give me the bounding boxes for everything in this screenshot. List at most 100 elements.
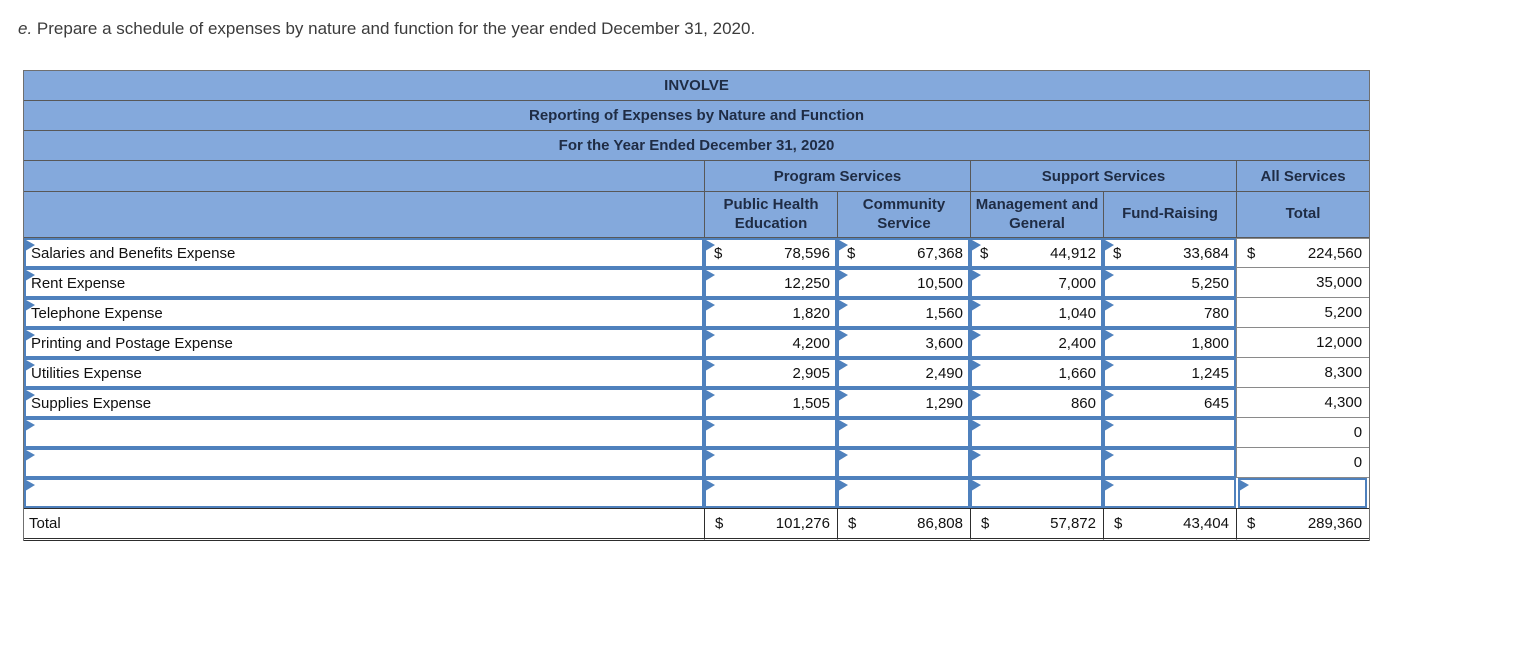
- amount-input-cell[interactable]: [837, 448, 970, 478]
- cell-flag-icon: [1105, 300, 1114, 311]
- cell-flag-icon: [972, 300, 981, 311]
- expense-name-cell[interactable]: Supplies Expense: [24, 388, 704, 418]
- amount-input-cell[interactable]: [1103, 448, 1236, 478]
- amount-input-cell[interactable]: [704, 418, 837, 448]
- column-header-row: Public Health Education Community Servic…: [24, 192, 1370, 238]
- amount-input-cell[interactable]: [837, 418, 970, 448]
- amount-input-cell[interactable]: 3,600: [837, 328, 970, 358]
- amount-value: 1,290: [925, 394, 963, 412]
- amount-input-cell[interactable]: [704, 448, 837, 478]
- amount-input-cell[interactable]: 1,820: [704, 298, 837, 328]
- amount-input-cell[interactable]: 4,200: [704, 328, 837, 358]
- amount-input-cell[interactable]: [704, 478, 837, 508]
- amount-input-cell[interactable]: 5,250: [1103, 268, 1236, 298]
- cell-flag-icon: [839, 450, 848, 461]
- dollar-sign: $: [1247, 244, 1256, 262]
- dollar-sign: $: [1247, 515, 1256, 532]
- period-row: For the Year Ended December 31, 2020: [24, 131, 1370, 161]
- cell-flag-icon: [972, 240, 981, 251]
- amount-input-cell[interactable]: 2,490: [837, 358, 970, 388]
- table-row: Telephone Expense 1,820 1,560 1,040 780 5,200: [24, 298, 1370, 328]
- amount-input-cell[interactable]: $33,684: [1103, 238, 1236, 268]
- amount-input-cell[interactable]: 1,660: [970, 358, 1103, 388]
- total-amount-cell: $101,276: [704, 508, 837, 541]
- computed-total-cell: 0: [1236, 418, 1370, 448]
- amount-value: 1,660: [1058, 364, 1096, 382]
- expense-name-cell[interactable]: [24, 418, 704, 448]
- cell-flag-icon: [839, 390, 848, 401]
- amount-input-cell[interactable]: [837, 478, 970, 508]
- total-input-cell[interactable]: [1238, 478, 1368, 508]
- cell-flag-icon: [839, 360, 848, 371]
- amount-input-cell[interactable]: 7,000: [970, 268, 1103, 298]
- table-row: Rent Expense 12,250 10,500 7,000 5,250 35,000: [24, 268, 1370, 298]
- amount-input-cell[interactable]: 1,505: [704, 388, 837, 418]
- amount-input-cell[interactable]: $44,912: [970, 238, 1103, 268]
- amount-input-cell[interactable]: 2,400: [970, 328, 1103, 358]
- dollar-sign: $: [1114, 515, 1123, 532]
- computed-total-cell: 4,300: [1236, 388, 1370, 418]
- expense-name-cell[interactable]: [24, 448, 704, 478]
- expense-name-cell[interactable]: Rent Expense: [24, 268, 704, 298]
- cell-flag-icon: [706, 420, 715, 431]
- amount-value: 8,300: [1324, 364, 1363, 381]
- table-row: 0: [24, 418, 1370, 448]
- table-row: Printing and Postage Expense 4,200 3,600 2,…: [24, 328, 1370, 358]
- cell-flag-icon: [1240, 480, 1249, 491]
- amount-input-cell[interactable]: 780: [1103, 298, 1236, 328]
- amount-value: 1,800: [1191, 334, 1229, 352]
- cell-flag-icon: [26, 270, 35, 281]
- corner-cell: [24, 192, 704, 238]
- amount-input-cell[interactable]: 860: [970, 388, 1103, 418]
- total-amount-cell: $57,872: [970, 508, 1103, 541]
- instruction-letter: e.: [18, 19, 33, 38]
- expense-name-cell[interactable]: Salaries and Benefits Expense: [24, 238, 704, 268]
- org-name: INVOLVE: [24, 71, 1370, 101]
- cell-flag-icon: [1105, 330, 1114, 341]
- amount-input-cell[interactable]: $78,596: [704, 238, 837, 268]
- expense-name-cell[interactable]: Printing and Postage Expense: [24, 328, 704, 358]
- cell-flag-icon: [706, 330, 715, 341]
- amount-input-cell[interactable]: $67,368: [837, 238, 970, 268]
- amount-input-cell[interactable]: [970, 478, 1103, 508]
- computed-total-cell: 0: [1236, 448, 1370, 478]
- cell-flag-icon: [839, 240, 848, 251]
- expense-name-cell[interactable]: [24, 478, 704, 508]
- col-fund-raising: Fund-Raising: [1103, 192, 1236, 238]
- cell-flag-icon: [26, 450, 35, 461]
- group-support-services: Support Services: [970, 161, 1236, 192]
- amount-input-cell[interactable]: [1103, 478, 1236, 508]
- amount-value: 3,600: [925, 334, 963, 352]
- expense-name-label: Rent Expense: [31, 274, 126, 292]
- expense-name-cell[interactable]: Utilities Expense: [24, 358, 704, 388]
- total-label: Total: [29, 515, 61, 532]
- computed-total-cell: $224,560: [1236, 238, 1370, 268]
- expense-name-cell[interactable]: Telephone Expense: [24, 298, 704, 328]
- amount-input-cell[interactable]: 2,905: [704, 358, 837, 388]
- amount-input-cell[interactable]: 12,250: [704, 268, 837, 298]
- amount-input-cell[interactable]: 1,800: [1103, 328, 1236, 358]
- amount-value: 12,000: [1316, 334, 1363, 351]
- amount-value: 7,000: [1058, 274, 1096, 292]
- amount-value: 2,490: [925, 364, 963, 382]
- amount-input-cell[interactable]: [970, 418, 1103, 448]
- title-row: INVOLVE: [24, 71, 1370, 101]
- amount-input-cell[interactable]: 1,040: [970, 298, 1103, 328]
- amount-input-cell[interactable]: 1,290: [837, 388, 970, 418]
- amount-input-cell[interactable]: 10,500: [837, 268, 970, 298]
- amount-input-cell[interactable]: 1,245: [1103, 358, 1236, 388]
- cell-flag-icon: [706, 360, 715, 371]
- dollar-sign: $: [981, 515, 990, 532]
- amount-value: 44,912: [1050, 244, 1096, 262]
- total-label-cell: Total: [24, 508, 704, 541]
- amount-input-cell[interactable]: 645: [1103, 388, 1236, 418]
- amount-input-cell[interactable]: [1103, 418, 1236, 448]
- cell-flag-icon: [972, 420, 981, 431]
- table-row: 0: [24, 448, 1370, 478]
- col-management-and-general: Management and General: [970, 192, 1103, 238]
- cell-flag-icon: [839, 270, 848, 281]
- instruction-body: Prepare a schedule of expenses by nature…: [32, 19, 756, 38]
- amount-input-cell[interactable]: [970, 448, 1103, 478]
- amount-input-cell[interactable]: 1,560: [837, 298, 970, 328]
- cell-flag-icon: [972, 270, 981, 281]
